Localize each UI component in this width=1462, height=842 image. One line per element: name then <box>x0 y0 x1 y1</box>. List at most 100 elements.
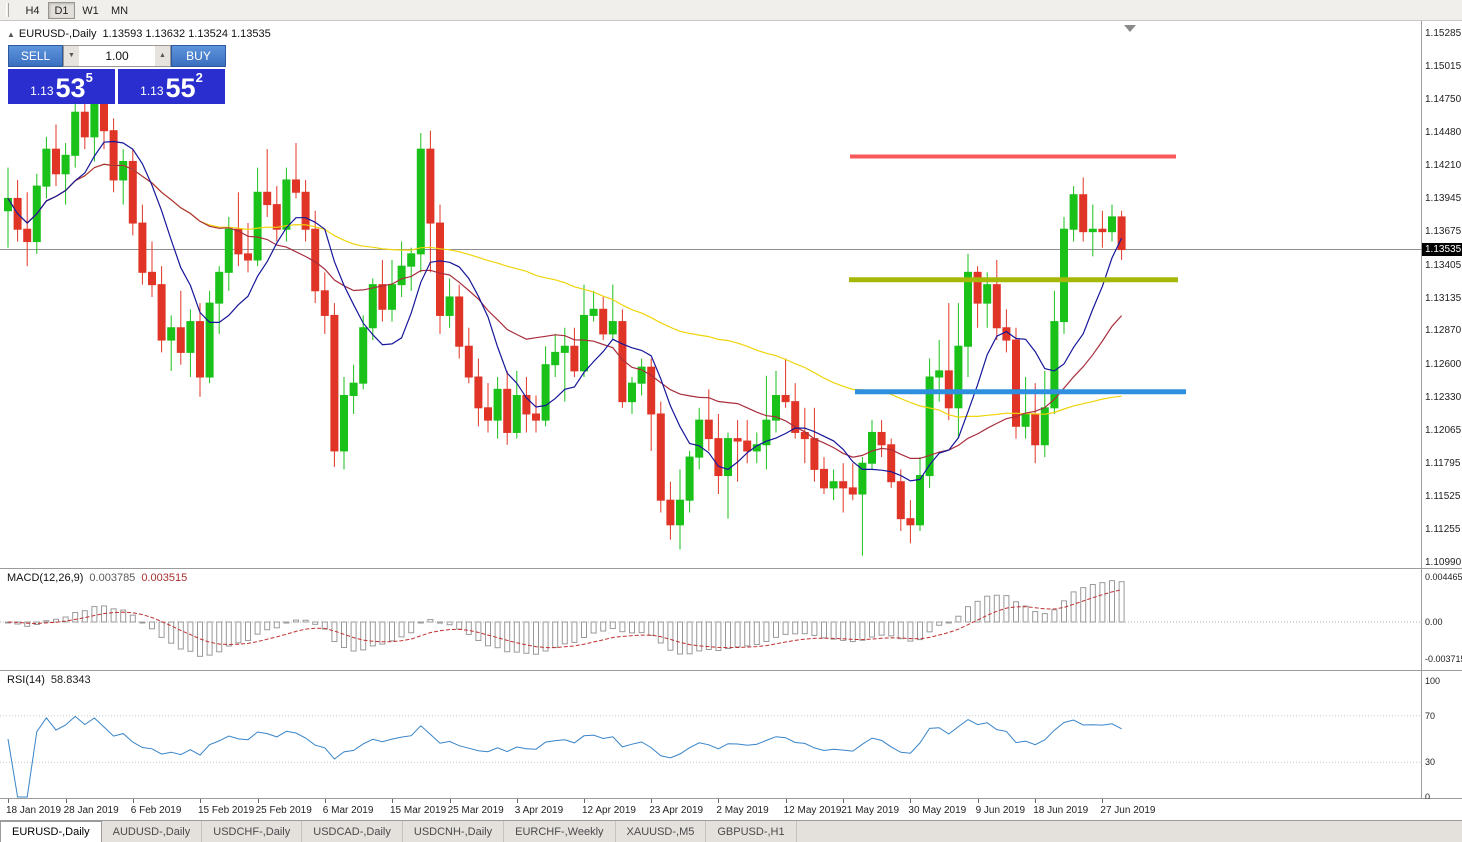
time-axis-label: 25 Mar 2019 <box>447 805 504 816</box>
time-axis-label: 30 May 2019 <box>908 805 967 816</box>
rsi-canvas[interactable] <box>0 671 1421 798</box>
price-axis-label: 1.12330 <box>1425 391 1462 403</box>
price-axis-label: 1.12065 <box>1425 424 1462 436</box>
price-axis-label: 1.10990 <box>1425 557 1462 568</box>
macd-axis-label: 0.00 <box>1425 617 1443 627</box>
rsi-title: RSI(14) <box>7 674 45 686</box>
timeframe-button-w1[interactable]: W1 <box>82 4 99 17</box>
price-axis-label: 1.14750 <box>1425 93 1462 105</box>
timeframe-button-mn[interactable]: MN <box>110 4 129 17</box>
macd-scale[interactable]: 0.004465 0.00 -0.003715 <box>1422 569 1462 670</box>
macd-canvas[interactable] <box>0 569 1421 670</box>
ma-line-medium-red <box>7 163 1123 459</box>
time-axis-label: 18 Jun 2019 <box>1033 805 1089 816</box>
time-axis-label: 21 May 2019 <box>841 805 900 816</box>
rsi-value: 58.8343 <box>50 674 91 686</box>
time-tick <box>977 799 979 803</box>
rsi-axis-label: 30 <box>1425 757 1436 768</box>
sell-price-big: 53 <box>55 73 86 103</box>
macd-signal-value: 0.003515 <box>141 572 188 584</box>
sell-button[interactable]: SELL <box>8 45 63 67</box>
chart-tab-audusd-daily[interactable]: AUDUSD-,Daily <box>102 821 203 842</box>
chart-tab-usdcad-daily[interactable]: USDCAD-,Daily <box>302 821 403 842</box>
price-axis-label: 1.13675 <box>1425 226 1462 238</box>
price-axis-label: 1.11255 <box>1425 524 1461 536</box>
buy-price-prefix: 1.13 <box>140 84 164 98</box>
time-axis-label: 6 Mar 2019 <box>322 805 374 816</box>
time-tick <box>449 799 451 803</box>
time-tick <box>843 799 845 803</box>
time-scale[interactable]: 18 Jan 2019 28 Jan 2019 6 Feb 2019 15 Feb 2… <box>0 799 1462 821</box>
time-tick <box>200 799 201 803</box>
volume-increase-button[interactable]: ▲ <box>155 45 171 67</box>
timeframe-button-h4[interactable]: H4 <box>25 4 40 17</box>
chart-tab-usdcnh-daily[interactable]: USDCNH-,Daily <box>403 821 505 842</box>
timeframe-toolbar: H4 D1 W1 MN <box>0 0 1462 21</box>
sell-price-sup: 5 <box>85 70 93 85</box>
chart-tab-gbpusd-h1[interactable]: GBPUSD-,H1 <box>706 821 797 842</box>
macd-indicator-panel: MACD(12,26,9) 0.003785 0.003515 0.004465 0.… <box>0 569 1462 671</box>
price-axis-label: 1.11795 <box>1425 457 1461 469</box>
chart-tab-xauusd-m5[interactable]: XAUUSD-,M5 <box>616 821 707 842</box>
chart-symbol-title: EURUSD-,Daily <box>18 28 97 40</box>
time-tick <box>785 799 787 803</box>
current-price-tag: 1.13535 <box>1422 243 1462 257</box>
ma-line-fast-navy <box>7 140 1123 482</box>
macd-axis-label: 0.004465 <box>1425 572 1462 582</box>
price-axis-label: 1.13135 <box>1425 292 1462 304</box>
chart-tab-eurusd-daily[interactable]: EURUSD-,Daily <box>0 821 102 842</box>
sell-price-button[interactable]: 1.13 53 5 <box>8 69 115 104</box>
volume-decrease-button[interactable]: ▼ <box>63 45 79 67</box>
time-axis-label: 23 Apr 2019 <box>649 805 704 816</box>
macd-histogram <box>5 580 1125 657</box>
rsi-line <box>7 715 1122 798</box>
toolbar-grip-handle[interactable] <box>6 3 9 17</box>
price-axis-label: 1.14210 <box>1425 160 1462 172</box>
buy-price-button[interactable]: 1.13 55 2 <box>118 69 225 104</box>
timeframe-buttons: H4 D1 W1 MN <box>19 1 135 19</box>
one-click-collapse-icon[interactable]: ▲ <box>7 30 15 39</box>
chart-header: ▲ EURUSD-,Daily 1.13593 1.13632 1.13524 1.… <box>7 28 271 40</box>
time-axis-label: 15 Feb 2019 <box>198 805 255 816</box>
time-axis-label: 3 Apr 2019 <box>514 805 564 816</box>
time-tick <box>8 799 9 803</box>
macd-main-value: 0.003785 <box>89 572 136 584</box>
price-axis-label: 1.14480 <box>1425 127 1462 139</box>
macd-header: MACD(12,26,9) 0.003785 0.003515 <box>7 572 187 584</box>
price-axis-label: 1.11525 <box>1425 491 1461 503</box>
price-axis-label: 1.15285 <box>1425 28 1462 39</box>
rsi-scale[interactable]: 100 70 30 0 <box>1422 671 1462 802</box>
time-axis-label: 12 May 2019 <box>783 805 842 816</box>
time-tick <box>584 799 585 803</box>
time-tick <box>132 799 134 803</box>
chart-shift-marker-icon[interactable] <box>1124 25 1136 32</box>
buy-price-big: 55 <box>165 73 196 103</box>
rsi-header: RSI(14) 58.8343 <box>7 674 91 686</box>
sell-price-prefix: 1.13 <box>30 84 54 98</box>
price-axis-label: 1.15015 <box>1425 61 1462 73</box>
price-axis-label: 1.12870 <box>1425 325 1462 337</box>
rsi-axis-label: 70 <box>1425 710 1436 721</box>
chart-ohlc-values: 1.13593 1.13632 1.13524 1.13535 <box>102 28 271 40</box>
price-axis-label: 1.13945 <box>1425 193 1462 205</box>
price-scale[interactable]: 1.15285 1.15015 1.14750 1.14480 1.14210 1.139… <box>1422 21 1462 568</box>
rsi-axis-label: 100 <box>1425 676 1441 686</box>
price-scale-separator <box>1421 21 1422 799</box>
main-chart-canvas[interactable] <box>0 21 1421 568</box>
time-axis-label: 6 Feb 2019 <box>130 805 182 816</box>
time-tick <box>257 799 259 803</box>
buy-price-sup: 2 <box>195 70 203 85</box>
time-tick <box>392 799 393 803</box>
price-axis-label: 1.12600 <box>1425 358 1462 370</box>
timeframe-button-d1[interactable]: D1 <box>48 1 75 19</box>
chart-tab-usdchf-daily[interactable]: USDCHF-,Daily <box>202 821 303 842</box>
buy-button[interactable]: BUY <box>171 45 226 67</box>
volume-input[interactable] <box>79 45 155 67</box>
time-tick <box>910 799 912 803</box>
time-axis-label: 2 May 2019 <box>716 805 769 816</box>
chart-tab-eurchf-weekly[interactable]: EURCHF-,Weekly <box>504 821 616 842</box>
time-tick <box>516 799 518 803</box>
rsi-indicator-panel: RSI(14) 58.8343 100 70 30 0 <box>0 671 1462 802</box>
